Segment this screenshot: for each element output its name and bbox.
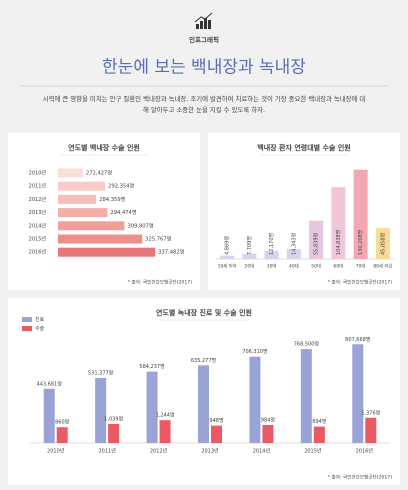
x-tick-label: 20대 xyxy=(245,263,255,270)
bar xyxy=(353,169,368,259)
x-tick-label: 70대 xyxy=(356,263,366,270)
value-label: 706,310명 xyxy=(242,348,267,355)
value-label: 1,244명 xyxy=(156,412,175,419)
bar xyxy=(56,427,68,443)
value-label: 55,839명 xyxy=(313,233,320,255)
value-label: 284,359명 xyxy=(99,196,125,203)
x-tick-label: 2016년 xyxy=(356,448,374,455)
value-label: 948명 xyxy=(209,417,223,424)
value-label: 1,376명 xyxy=(361,409,380,416)
value-label: 860명 xyxy=(55,419,69,426)
bar xyxy=(242,253,257,259)
x-tick-label: 80세 이상 xyxy=(373,263,392,270)
x-tick-label: 30대 xyxy=(267,263,277,270)
value-label: 7,709명 xyxy=(246,236,253,255)
value-label: 292,354명 xyxy=(108,183,134,190)
value-label: 272,427명 xyxy=(86,170,112,177)
value-label: 12,170명 xyxy=(268,233,275,255)
legend-swatch xyxy=(22,326,32,331)
legend-label: 진료 xyxy=(35,316,45,323)
x-tick-label: 2015년 xyxy=(304,448,322,455)
y-tick-label: 2010년 xyxy=(29,170,47,177)
y-tick-label: 2014년 xyxy=(29,222,47,229)
bar xyxy=(249,356,261,443)
chart-title: 연도별 백내장 수술 인원 xyxy=(68,143,140,152)
bar xyxy=(198,365,209,443)
value-label: 337,482명 xyxy=(158,249,184,256)
bar xyxy=(352,344,364,443)
value-label: 130,208명 xyxy=(357,230,364,255)
value-label: 309,807명 xyxy=(127,222,153,229)
bar xyxy=(375,228,390,259)
bar xyxy=(146,371,158,443)
value-label: 325,767명 xyxy=(145,236,171,243)
x-tick-label: 2010년 xyxy=(47,448,65,455)
value-label: 104,838명 xyxy=(335,230,342,255)
source-note: * 출처: 국민건강보험공단(2017) xyxy=(328,474,393,481)
value-label: 1,039명 xyxy=(104,415,123,422)
value-label: 443,681명 xyxy=(37,380,62,387)
value-label: 294,474명 xyxy=(110,209,136,216)
value-label: 45,058명 xyxy=(379,233,386,255)
bar xyxy=(43,388,55,443)
legend-swatch xyxy=(22,317,32,322)
bar xyxy=(58,181,106,191)
value-label: 635,277명 xyxy=(191,357,216,364)
bar xyxy=(331,187,346,259)
panel xyxy=(208,133,400,290)
x-tick-label: 2013년 xyxy=(201,448,219,455)
bar xyxy=(58,194,97,204)
bar xyxy=(58,247,156,257)
x-tick-label: 2011년 xyxy=(98,448,116,455)
value-label: 894명 xyxy=(312,418,326,425)
source-note: * 출처: 국민건강보험공단(2017) xyxy=(328,279,393,286)
bar xyxy=(58,168,83,178)
description: 시력에 큰 영향을 미치는 안구 질환인 백내장과 녹내장. 조기에 발견하여 … xyxy=(42,95,366,114)
value-label: 4,869명 xyxy=(224,236,231,255)
bar xyxy=(58,234,143,244)
header-label: 인포그래픽 xyxy=(189,35,219,44)
bar xyxy=(286,249,301,259)
bar xyxy=(262,424,274,443)
x-tick-label: 2014년 xyxy=(253,448,271,455)
bar xyxy=(264,250,279,259)
y-tick-label: 2011년 xyxy=(29,183,47,190)
value-label: 768,500명 xyxy=(294,341,319,348)
x-tick-label: 2012년 xyxy=(150,448,168,455)
bar xyxy=(95,378,107,443)
value-label: 984명 xyxy=(261,416,275,423)
value-label: 14,343명 xyxy=(290,233,297,255)
x-tick-label: 50대 xyxy=(311,263,321,270)
y-tick-label: 2012년 xyxy=(29,196,47,203)
logo-icon xyxy=(194,12,213,29)
y-tick-label: 2013년 xyxy=(29,209,47,216)
x-tick-label: 19세 이하 xyxy=(218,263,237,270)
bar xyxy=(211,425,222,443)
x-tick-label: 40대 xyxy=(289,263,299,270)
value-label: 807,668명 xyxy=(345,336,370,343)
legend-label: 수술 xyxy=(35,325,45,332)
chart-title: 백내장 환자 연령대별 수술 인원 xyxy=(257,143,350,152)
header-title: 한눈에 보는 백내장과 녹내장 xyxy=(102,58,306,78)
value-label: 531,377명 xyxy=(88,370,113,377)
value-label: 584,237명 xyxy=(139,363,164,370)
bar xyxy=(309,220,324,259)
bar xyxy=(108,423,120,443)
y-tick-label: 2015년 xyxy=(29,236,47,243)
bar xyxy=(159,420,171,443)
x-tick-label: 60대 xyxy=(334,263,344,270)
bar xyxy=(58,208,108,218)
bar xyxy=(58,221,125,231)
bar xyxy=(313,426,325,443)
chart-title: 연도별 녹내장 진료 및 수술 인원 xyxy=(156,308,252,317)
bar xyxy=(300,349,312,443)
bar xyxy=(365,417,377,443)
y-tick-label: 2016년 xyxy=(29,249,47,256)
bar xyxy=(220,255,235,259)
source-note: * 출처: 국민건강보험공단(2017) xyxy=(128,279,193,286)
